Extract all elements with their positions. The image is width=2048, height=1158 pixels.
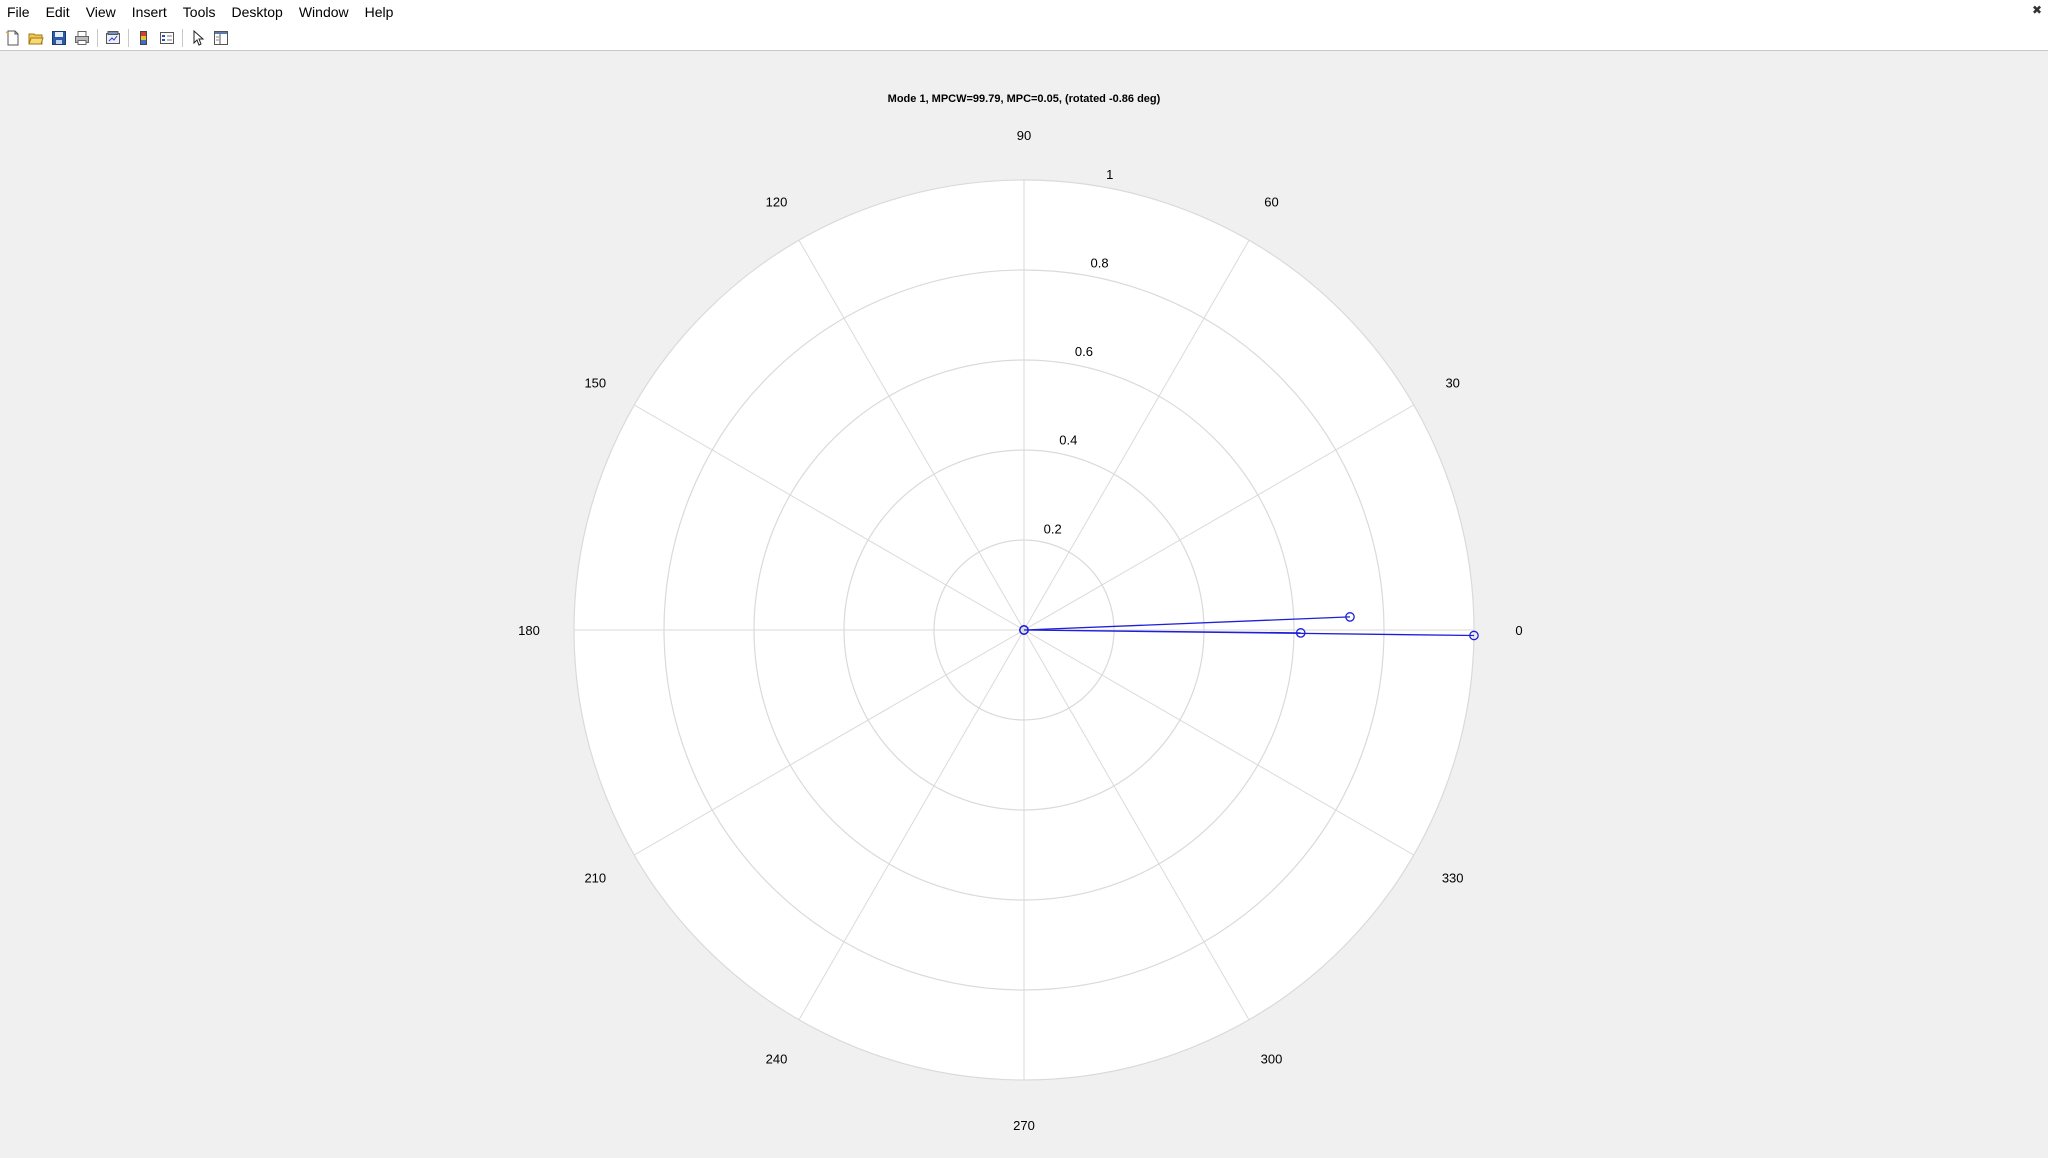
r-tick-label: 0.6 [1075,344,1093,359]
data-point-marker [1295,628,1306,638]
menu-file[interactable]: File [7,4,30,20]
new-figure-icon[interactable] [3,28,23,48]
edit-plot-icon[interactable] [188,28,208,48]
menu-window[interactable]: Window [298,4,349,20]
chart-title: Mode 1, MPCW=99.79, MPC=0.05, (rotated -… [888,93,1161,105]
open-file-icon[interactable] [26,28,46,48]
menu-insert[interactable]: Insert [131,4,167,20]
theta-tick-label: 330 [1442,871,1464,886]
r-grid-circle [933,539,1115,721]
theta-tick-label: 150 [584,376,606,391]
menu-view[interactable]: View [85,4,116,20]
link-plot-icon[interactable] [103,28,123,48]
toolbar-separator [97,28,98,47]
r-grid-circle [843,449,1205,811]
theta-tick-label: 270 [1013,1118,1035,1133]
theta-tick-label: 120 [766,194,788,209]
figure-toolbar [0,25,2048,51]
r-grid-circle [663,269,1385,991]
theta-tick-label: 180 [518,623,540,638]
toolbar-separator [182,28,183,47]
theta-tick-label: 300 [1261,1052,1283,1067]
menu-tools[interactable]: Tools [182,4,216,20]
polar-axes: 0.2 0.4 0.6 0.8 1 0 30 60 90 120 150 180 210 240 270 30… [518,128,1522,1133]
plot-tools-icon[interactable] [211,28,231,48]
menu-bar: File Edit View Insert Tools Desktop Wind… [0,0,2048,25]
r-tick-label: 0.8 [1091,255,1109,270]
theta-tick-label: 60 [1264,194,1278,209]
insert-legend-icon[interactable] [157,28,177,48]
menu-edit[interactable]: Edit [45,4,70,20]
theta-tick-label: 90 [1017,128,1031,143]
theta-tick-label: 240 [766,1052,788,1067]
close-menu-icon[interactable]: ✖ [2031,3,2042,17]
menu-desktop[interactable]: Desktop [231,4,283,20]
data-point-marker [1469,630,1479,641]
menu-help[interactable]: Help [364,4,394,20]
toolbar-separator [128,28,129,47]
series-line [1023,616,1475,637]
theta-tick-label: 0 [1515,623,1522,638]
r-grid-circle [573,179,1475,1081]
save-figure-icon[interactable] [49,28,69,48]
r-tick-label: 0.4 [1059,433,1077,448]
theta-tick-label: 30 [1445,376,1459,391]
data-point-marker [1019,625,1029,635]
print-figure-icon[interactable] [72,28,92,48]
r-tick-label: 1 [1106,167,1113,182]
insert-colorbar-icon[interactable] [134,28,154,48]
r-tick-label: 0.2 [1044,521,1062,536]
data-point-marker [1345,612,1355,622]
polar-figure: Mode 1, MPCW=99.79, MPC=0.05, (rotated -… [518,93,1522,1133]
theta-tick-label: 210 [584,871,606,886]
r-grid-circle [753,359,1295,901]
